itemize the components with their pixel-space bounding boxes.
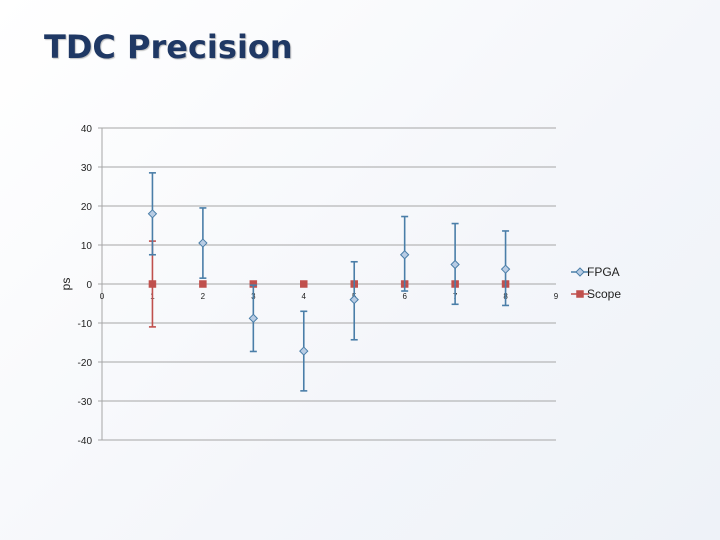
y-tick-label: -40 — [78, 436, 93, 447]
fpga-point — [147, 209, 158, 219]
y-tick-label: 30 — [81, 163, 93, 174]
y-axis-title: ps — [59, 278, 73, 291]
y-tick-label: 10 — [81, 241, 93, 252]
x-tick-label: 4 — [302, 292, 307, 301]
y-tick-label: 0 — [86, 280, 92, 291]
legend-marker-scope — [576, 290, 584, 298]
y-tick-label: 20 — [81, 202, 93, 213]
series-fpga — [147, 172, 511, 392]
fpga-point — [500, 264, 511, 274]
scope-point — [199, 280, 207, 288]
legend: FPGA Scope — [571, 265, 621, 301]
y-tick-label: -30 — [78, 397, 93, 408]
x-tick-labels: 0123456789 — [100, 292, 559, 301]
y-tick-labels: 40 30 20 10 0 -10 -20 -30 -40 — [78, 124, 93, 447]
fpga-point — [248, 313, 259, 324]
legend-item-scope: Scope — [571, 287, 621, 301]
fpga-point — [399, 250, 410, 260]
fpga-point — [299, 346, 309, 356]
y-tick-label: -10 — [78, 319, 93, 330]
fpga-point — [349, 294, 359, 305]
legend-item-fpga: FPGA — [571, 265, 620, 279]
scope-point — [300, 280, 308, 288]
series-layer — [147, 172, 511, 392]
legend-label-scope: Scope — [587, 287, 621, 301]
legend-label-fpga: FPGA — [587, 265, 620, 279]
slide-title: TDC Precision — [44, 28, 293, 66]
x-tick-label: 2 — [201, 292, 206, 301]
scope-point — [148, 280, 157, 288]
x-tick-label: 0 — [100, 292, 105, 301]
x-tick-label: 9 — [554, 292, 559, 301]
gridlines — [98, 127, 556, 441]
fpga-point — [450, 259, 460, 270]
fpga-point — [198, 238, 208, 248]
y-tick-label: -20 — [78, 358, 93, 369]
x-tick-label: 6 — [402, 292, 407, 301]
y-tick-label: 40 — [81, 124, 93, 135]
legend-marker-fpga — [575, 267, 585, 277]
